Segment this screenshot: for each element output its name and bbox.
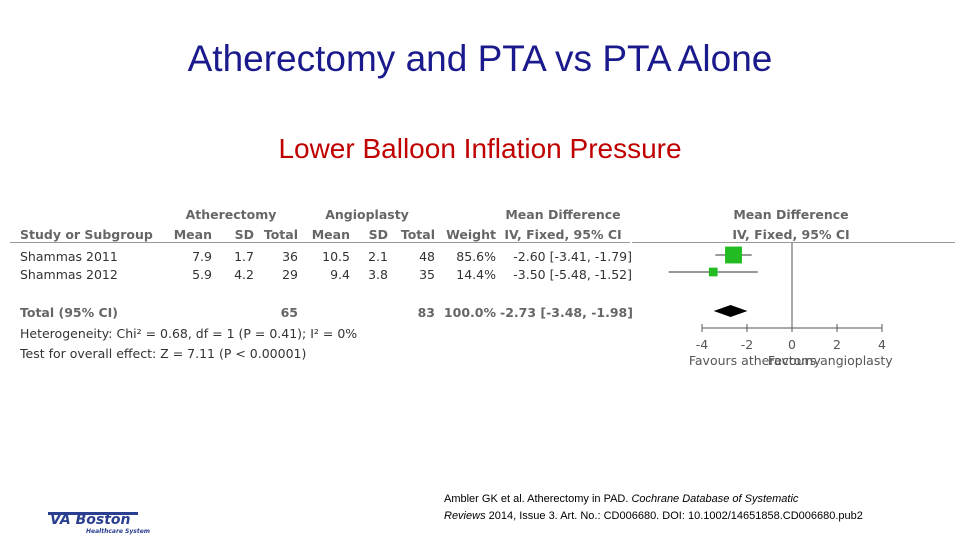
atherectomy-group-header: Atherectomy	[185, 207, 277, 222]
heterogeneity-text: Heterogeneity: Chi² = 0.68, df = 1 (P = …	[20, 326, 358, 341]
weight-cell: 85.6%	[456, 249, 496, 264]
exp-mean-cell: 7.9	[192, 249, 212, 264]
ctl-total-cell: 48	[419, 249, 435, 264]
exp-mean-cell: 5.9	[192, 267, 212, 282]
table-header-rule	[10, 242, 630, 243]
mean-difference-group-header: Mean Difference	[505, 207, 621, 222]
study-effect-square	[725, 246, 742, 264]
column-header-exp-total: Total	[263, 227, 298, 242]
ci-cell: -2.60 [-3.41, -1.79]	[513, 249, 632, 264]
total-ci: -2.73 [-3.48, -1.98]	[500, 305, 633, 320]
total-exp-total: 65	[280, 305, 298, 320]
va-boston-logo: VA Boston Healthcare System	[48, 512, 150, 535]
ci-cell: -3.50 [-5.48, -1.52]	[513, 267, 632, 282]
plot-header-rule	[632, 242, 955, 243]
favours-right-label: Favours angioplasty	[768, 353, 893, 368]
citation: Ambler GK et al. Atherectomy in PAD. Coc…	[444, 491, 944, 525]
ctl-sd-cell: 3.8	[368, 267, 388, 282]
overall-effect-text: Test for overall effect: Z = 7.11 (P < 0…	[20, 346, 307, 361]
citation-line2-italic: Reviews	[444, 510, 486, 522]
study-effect-square	[708, 267, 718, 277]
x-tick-label: 0	[788, 337, 796, 352]
exp-total-cell: 29	[282, 267, 298, 282]
column-header-study: Study or Subgroup	[20, 227, 153, 242]
column-header-exp-sd: SD	[234, 227, 254, 242]
weight-cell: 14.4%	[456, 267, 496, 282]
citation-line1-italic: Cochrane Database of Systematic	[631, 493, 799, 505]
total-label: Total (95% CI)	[20, 305, 119, 320]
logo-wordmark: VA Boston	[50, 512, 131, 528]
x-tick-label: 4	[878, 337, 886, 352]
ctl-total-cell: 35	[419, 267, 435, 282]
exp-sd-cell: 1.7	[234, 249, 254, 264]
logo-bar	[48, 512, 138, 515]
x-tick-label: 2	[833, 337, 841, 352]
x-tick-label: -4	[696, 337, 709, 352]
column-header-exp-mean: Mean	[173, 227, 212, 242]
slide-title: Atherectomy and PTA vs PTA Alone	[187, 38, 773, 79]
pooled-effect-diamond	[713, 305, 748, 317]
column-header-weight: Weight	[446, 227, 496, 242]
column-header-ctl-mean: Mean	[311, 227, 350, 242]
total-ctl-total: 83	[417, 305, 435, 320]
ctl-mean-cell: 10.5	[322, 249, 350, 264]
ctl-sd-cell: 2.1	[368, 249, 388, 264]
study-name: Shammas 2012	[20, 267, 118, 282]
angioplasty-group-header: Angioplasty	[325, 207, 409, 222]
logo-subtext: Healthcare System	[86, 528, 150, 535]
citation-line2-plain: 2014, Issue 3. Art. No.: CD006680. DOI: …	[485, 510, 863, 522]
plot-group-header: Mean Difference	[733, 207, 849, 222]
column-header-ci: IV, Fixed, 95% CI	[504, 227, 622, 242]
exp-total-cell: 36	[282, 249, 298, 264]
exp-sd-cell: 4.2	[234, 267, 254, 282]
column-header-plot-ci: IV, Fixed, 95% CI	[732, 227, 850, 242]
ctl-mean-cell: 9.4	[330, 267, 350, 282]
slide-subtitle: Lower Balloon Inflation Pressure	[278, 133, 682, 164]
favours-left-label: Favours atherectomy	[689, 353, 822, 368]
x-tick-label: -2	[741, 337, 753, 352]
column-header-ctl-total: Total	[400, 227, 435, 242]
study-name: Shammas 2011	[20, 249, 118, 264]
column-header-ctl-sd: SD	[368, 227, 388, 242]
citation-line1-plain: Ambler GK et al. Atherectomy in PAD.	[444, 493, 632, 505]
total-weight: 100.0%	[443, 305, 496, 320]
